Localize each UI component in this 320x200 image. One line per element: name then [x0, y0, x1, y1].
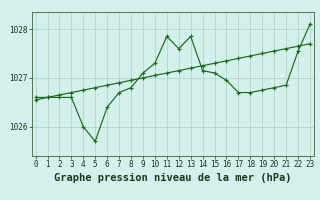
X-axis label: Graphe pression niveau de la mer (hPa): Graphe pression niveau de la mer (hPa) — [54, 173, 292, 183]
